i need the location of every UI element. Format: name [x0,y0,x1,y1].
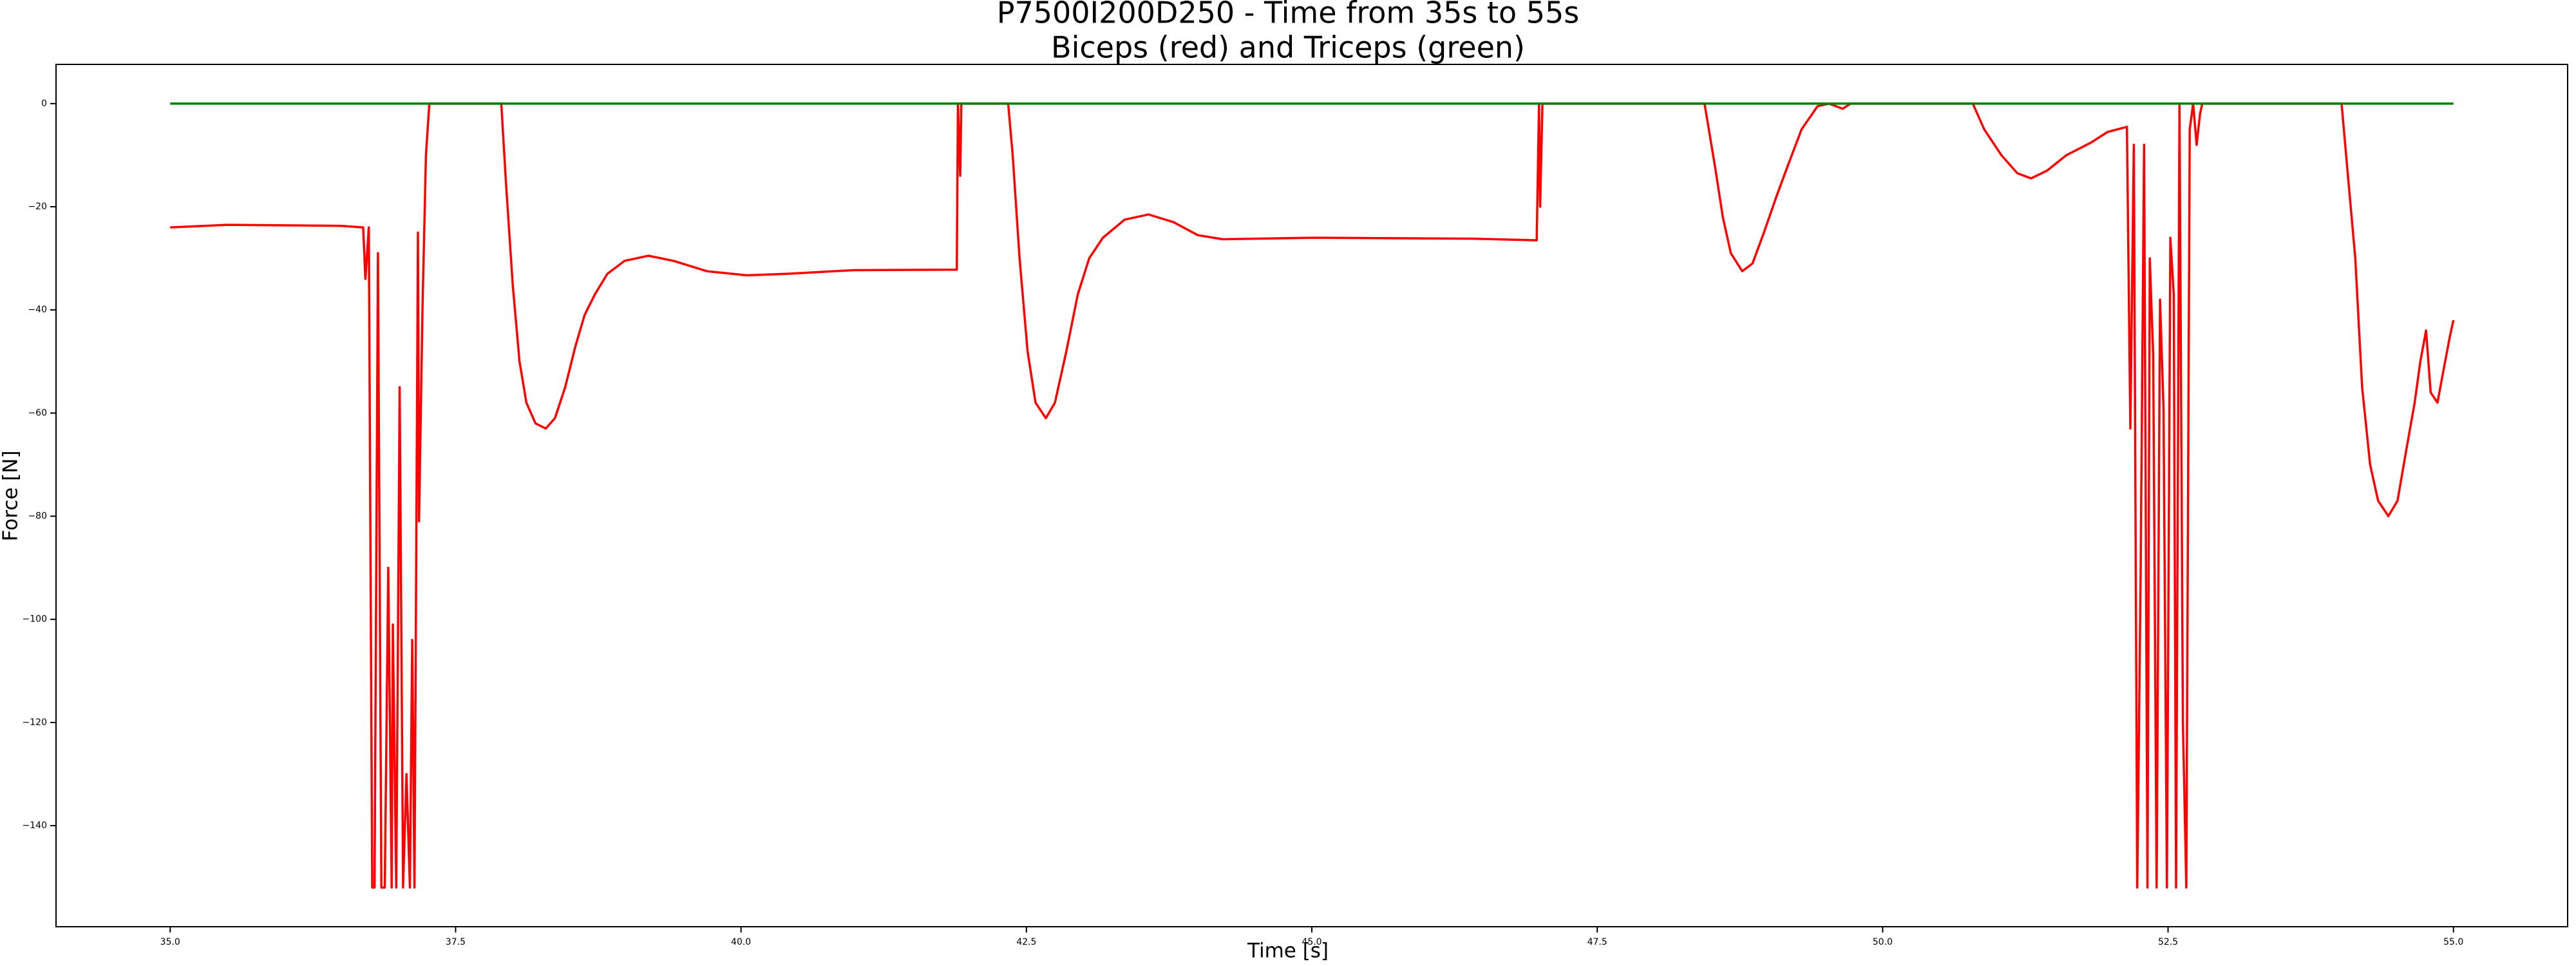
series-line [170,102,2455,889]
y-tick-label: −100 [23,614,47,625]
chart-subtitle: Biceps (red) and Triceps (green) [1051,30,1525,65]
y-tick-label: −60 [28,408,47,418]
plot-frame [55,64,2568,927]
y-axis-label: Force [N] [0,450,23,541]
y-tick-label: −40 [28,305,47,315]
x-tick-label: 52.5 [2158,937,2178,947]
x-tick-label: 42.5 [1016,937,1036,947]
y-tick-label: −20 [28,202,47,212]
y-tick-label: 0 [41,99,47,109]
x-tick-label: 50.0 [1873,937,1893,947]
y-tick-label: −120 [23,717,47,728]
x-tick-label: 35.0 [160,937,180,947]
chart-title: P7500I200D250 - Time from 35s to 55s [997,0,1580,30]
x-tick-label: 45.0 [1302,937,1321,947]
y-tick-label: −80 [28,511,47,522]
x-tick-label: 55.0 [2443,937,2463,947]
y-tick-label: −140 [23,820,47,831]
x-tick-label: 37.5 [446,937,466,947]
x-axis-label: Time [s] [1247,940,1329,963]
x-tick-label: 40.0 [731,937,751,947]
x-tick-label: 47.5 [1587,937,1607,947]
